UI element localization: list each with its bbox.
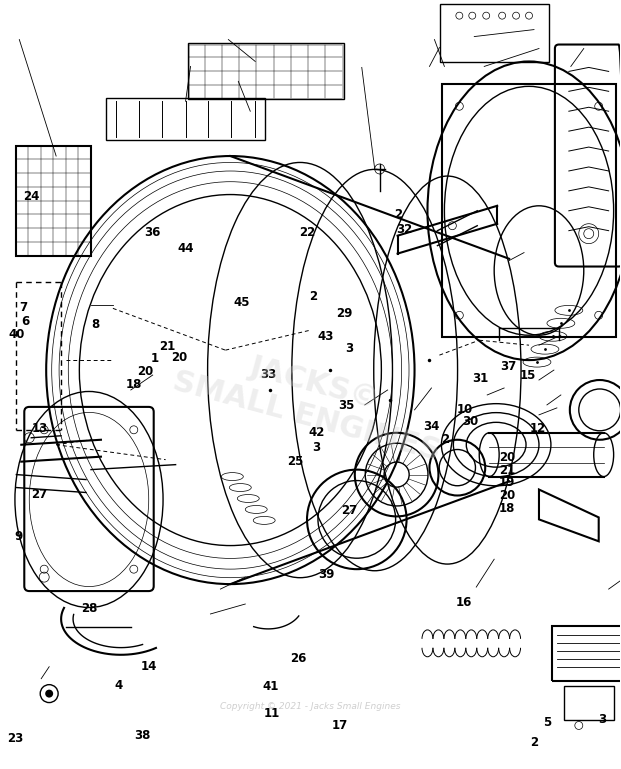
Bar [106, 98, 265, 140]
Text: 26: 26 [290, 652, 306, 665]
Text: 24: 24 [23, 191, 39, 204]
Text: 33: 33 [260, 368, 276, 381]
Text: 44: 44 [178, 241, 194, 255]
Text: 31: 31 [473, 372, 489, 384]
Text: 27: 27 [341, 504, 357, 518]
Text: 20: 20 [171, 351, 188, 365]
Text: 38: 38 [134, 728, 150, 741]
Text: 16: 16 [456, 596, 472, 609]
Text: 28: 28 [81, 601, 98, 614]
Text: 19: 19 [499, 476, 515, 489]
Text: 21: 21 [159, 340, 175, 353]
Text: 37: 37 [500, 361, 517, 374]
Text: 17: 17 [332, 719, 348, 731]
Text: 14: 14 [140, 660, 156, 673]
Text: 3: 3 [312, 441, 320, 454]
Text: 8: 8 [91, 318, 99, 331]
Text: 35: 35 [338, 399, 355, 412]
Text: 36: 36 [145, 226, 161, 239]
Text: 39: 39 [318, 568, 334, 581]
Bar [16, 146, 91, 255]
Text: 40: 40 [9, 328, 25, 341]
Text: 27: 27 [32, 488, 48, 501]
Circle shape [45, 690, 53, 697]
Text: 42: 42 [309, 426, 325, 439]
Text: 29: 29 [337, 307, 353, 320]
Text: 25: 25 [288, 454, 304, 468]
Text: 2: 2 [394, 208, 402, 221]
Text: 32: 32 [396, 223, 412, 236]
Text: 6: 6 [20, 315, 29, 328]
Text: 18: 18 [126, 378, 142, 391]
Bar [564, 686, 614, 721]
Text: 22: 22 [299, 226, 315, 239]
Text: 34: 34 [423, 420, 439, 433]
Bar [552, 626, 621, 681]
Text: 30: 30 [462, 414, 478, 428]
Text: 2: 2 [441, 433, 450, 446]
Text: 45: 45 [233, 296, 250, 309]
Text: 18: 18 [499, 502, 515, 515]
Text: 3: 3 [345, 342, 353, 355]
Text: 23: 23 [7, 731, 23, 744]
Text: 15: 15 [520, 369, 537, 382]
Text: 21: 21 [499, 464, 515, 477]
Text: 3: 3 [598, 713, 606, 725]
Text: 5: 5 [543, 717, 551, 729]
Text: 41: 41 [262, 681, 278, 694]
Text: 9: 9 [14, 530, 23, 543]
Text: 20: 20 [499, 489, 515, 502]
Text: 1: 1 [151, 352, 159, 365]
Text: 12: 12 [530, 422, 546, 435]
Text: 7: 7 [19, 301, 27, 315]
Text: 43: 43 [318, 330, 334, 343]
Text: 20: 20 [499, 451, 515, 464]
Text: 13: 13 [32, 422, 48, 435]
Text: 20: 20 [137, 365, 153, 378]
Text: 11: 11 [264, 707, 280, 721]
Text: 2: 2 [530, 735, 538, 748]
Text: JACKS©
SMALL ENGINES: JACKS© SMALL ENGINES [169, 334, 452, 466]
Text: 2: 2 [309, 290, 318, 303]
Text: Copyright © 2021 - Jacks Small Engines: Copyright © 2021 - Jacks Small Engines [220, 701, 401, 711]
Text: 4: 4 [115, 679, 123, 692]
Text: 10: 10 [457, 403, 473, 416]
